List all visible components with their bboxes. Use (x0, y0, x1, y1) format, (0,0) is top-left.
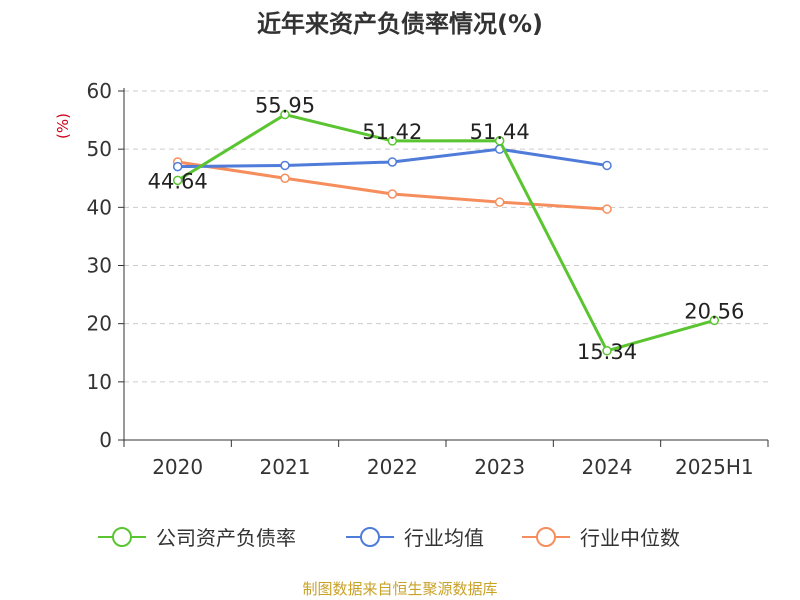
series-line (176, 113, 715, 353)
data-point (387, 136, 398, 146)
x-tick-label: 2024 (582, 455, 633, 479)
data-label: 51.44 (470, 120, 530, 144)
data-point (280, 109, 290, 120)
y-tick-label: 30 (87, 254, 112, 278)
legend-swatch-marker (536, 527, 556, 547)
data-point (602, 204, 612, 214)
data-label: 51.42 (362, 120, 422, 144)
data-point (280, 173, 290, 183)
series-line (177, 160, 608, 211)
x-tick-label: 2021 (260, 455, 311, 479)
legend-swatch-marker (112, 527, 132, 547)
data-point (172, 175, 183, 186)
x-tick-label: 2023 (474, 455, 525, 479)
legend-label: 行业均值 (404, 526, 484, 550)
data-point (387, 189, 398, 199)
y-tick-label: 10 (87, 370, 112, 394)
data-label: 15.34 (577, 340, 637, 364)
data-label: 20.56 (684, 299, 744, 323)
x-tick-label: 2025H1 (675, 455, 754, 479)
y-tick-label: 60 (87, 79, 112, 103)
legend-swatch-marker (360, 527, 380, 547)
y-axis-label: (%) (54, 113, 72, 139)
legend-label: 公司资产负债率 (156, 526, 296, 550)
data-label: 55.95 (255, 94, 315, 118)
data-point (387, 157, 398, 167)
chart-title: 近年来资产负债率情况(%) (257, 10, 543, 38)
y-tick-label: 0 (99, 428, 112, 452)
y-tick-label: 40 (87, 195, 112, 219)
data-point (709, 315, 720, 326)
data-point (494, 197, 505, 207)
y-tick-label: 50 (87, 137, 112, 161)
data-point (280, 160, 290, 171)
data-point (172, 161, 183, 172)
data-point (602, 346, 612, 356)
data-point (494, 136, 505, 146)
data-label: 44.64 (148, 169, 208, 193)
data-point (602, 160, 612, 171)
x-tick-label: 2022 (367, 455, 418, 479)
source-note: 制图数据来自恒生聚源数据库 (302, 580, 498, 598)
legend-label: 行业中位数 (580, 526, 680, 550)
y-tick-label: 20 (87, 312, 112, 336)
x-tick-label: 2020 (152, 455, 203, 479)
